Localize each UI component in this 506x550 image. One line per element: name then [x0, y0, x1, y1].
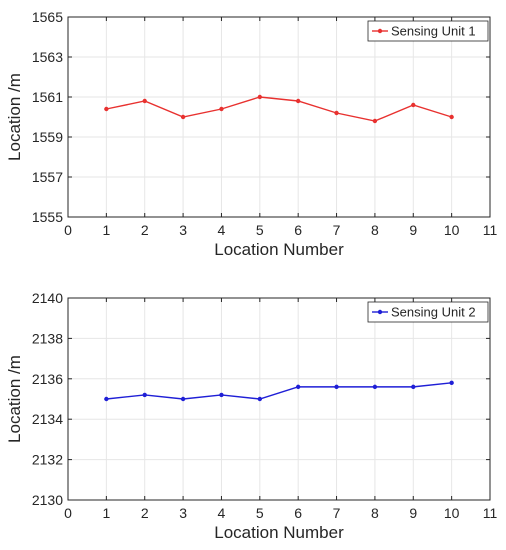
x-tick-label: 9	[409, 222, 417, 238]
legend-marker-swatch	[377, 309, 383, 315]
x-tick-label: 4	[218, 505, 226, 521]
x-tick-label: 5	[256, 222, 264, 238]
y-tick-label: 2138	[32, 330, 63, 346]
data-point	[449, 114, 454, 120]
x-tick-label: 8	[371, 505, 379, 521]
x-tick-label: 4	[218, 222, 226, 238]
data-point	[334, 384, 339, 390]
axes-frame	[67, 297, 491, 501]
data-point	[449, 380, 454, 386]
legend-box	[367, 301, 489, 323]
legend: Sensing Unit 1	[367, 20, 489, 42]
x-tick-label: 2	[141, 505, 149, 521]
y-tick-label: 1565	[32, 9, 63, 25]
x-tick-label: 5	[256, 505, 264, 521]
data-point	[142, 98, 147, 104]
x-tick-label: 7	[333, 505, 341, 521]
data-point	[142, 392, 147, 398]
series-line	[106, 382, 452, 400]
data-point	[372, 118, 378, 124]
x-tick-label: 3	[179, 222, 187, 238]
y-tick-label: 2136	[32, 371, 63, 387]
y-tick-label: 2130	[32, 492, 63, 508]
y-axis-label: Location /m	[5, 73, 24, 161]
y-tick-label: 1555	[32, 209, 63, 225]
grid	[67, 16, 491, 218]
y-tick-label: 2140	[32, 290, 63, 306]
data-point	[219, 392, 224, 398]
axes-frame	[67, 16, 491, 218]
series-sensing-unit-2	[104, 380, 454, 402]
x-tick-label: 0	[64, 505, 72, 521]
x-tick-label: 8	[371, 222, 379, 238]
x-tick-label: 11	[483, 222, 498, 238]
x-tick-label: 1	[102, 222, 110, 238]
y-tick-label: 2134	[32, 411, 63, 427]
data-point	[180, 396, 186, 402]
data-point	[180, 114, 186, 120]
chart-panel-sensing-unit-1: 0 1 2 3 4 5 6 7 8 9 10 11 1555 1557 1559 1561 1563 1565 Lo…	[5, 9, 497, 259]
data-point	[257, 94, 263, 100]
x-axis-label: Location Number	[214, 240, 344, 259]
x-tick-label: 3	[179, 505, 187, 521]
ticks: 0 1 2 3 4 5 6 7 8 9 10 11 1555 1557 1559 1561 1563 1565	[32, 9, 498, 238]
x-tick-label: 10	[444, 505, 460, 521]
x-axis-label: Location Number	[214, 523, 344, 542]
x-tick-label: 9	[409, 505, 417, 521]
data-point	[257, 396, 263, 402]
legend-marker-swatch	[377, 28, 383, 34]
data-point	[219, 106, 224, 112]
x-tick-label: 2	[141, 222, 149, 238]
legend-label: Sensing Unit 2	[391, 305, 476, 320]
series-line	[106, 96, 452, 122]
data-point	[295, 98, 301, 104]
y-tick-label: 1563	[32, 49, 63, 65]
x-tick-label: 0	[64, 222, 72, 238]
y-tick-label: 1557	[32, 169, 63, 185]
grid	[67, 297, 491, 501]
ticks: 0 1 2 3 4 5 6 7 8 9 10 11 2130 2132 2134 2136 2138 2140	[32, 290, 498, 521]
x-tick-label: 1	[102, 505, 110, 521]
data-point	[411, 102, 416, 108]
legend-box	[367, 20, 489, 42]
x-tick-label: 6	[294, 505, 302, 521]
legend: Sensing Unit 2	[367, 301, 489, 323]
data-point	[334, 110, 339, 116]
legend-label: Sensing Unit 1	[391, 24, 476, 39]
data-point	[104, 396, 109, 402]
y-axis-label: Location /m	[5, 355, 24, 443]
data-point	[411, 384, 416, 390]
x-tick-label: 11	[483, 505, 498, 521]
chart-panel-sensing-unit-2: 0 1 2 3 4 5 6 7 8 9 10 11 2130 2132 2134 2136 2138 2140 Lo…	[5, 290, 497, 542]
data-point	[372, 384, 378, 390]
data-point	[295, 384, 301, 390]
y-tick-label: 2132	[32, 452, 63, 468]
data-point	[104, 106, 109, 112]
series-sensing-unit-1	[104, 94, 454, 124]
x-tick-label: 6	[294, 222, 302, 238]
x-tick-label: 10	[444, 222, 460, 238]
y-tick-label: 1559	[32, 129, 63, 145]
x-tick-label: 7	[333, 222, 341, 238]
y-tick-label: 1561	[32, 89, 63, 105]
